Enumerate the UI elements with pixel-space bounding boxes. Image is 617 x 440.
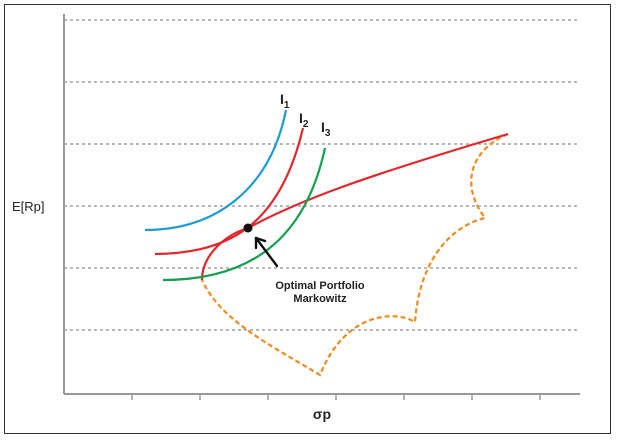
chart-frame — [4, 4, 611, 434]
optimal-portfolio-point — [243, 223, 253, 233]
curve-label-3: I3 — [321, 119, 331, 139]
curve-label-2-main: I — [299, 110, 303, 126]
annotation-line-1: Optimal Portfolio — [275, 280, 365, 292]
x-axis-label: σp — [313, 406, 331, 422]
curve-label-1-sub: 1 — [284, 100, 290, 111]
x-ticks — [131, 394, 541, 400]
gridlines — [64, 19, 580, 331]
curve-label-1: I1 — [280, 91, 290, 111]
efficient-frontier-line — [200, 132, 509, 281]
feasible-set-boundary — [200, 132, 509, 377]
y-axis-label: E[Rp] — [12, 199, 45, 214]
curve-label-2-sub: 2 — [303, 119, 309, 130]
curve-label-2: I2 — [299, 110, 309, 130]
indifference-curve-3 — [162, 147, 327, 282]
annotation-line-2: Markowitz — [293, 293, 347, 305]
curve-label-3-main: I — [321, 119, 325, 135]
indifference-curve-1 — [144, 109, 288, 232]
indifference-curve-2 — [154, 127, 305, 256]
curve-label-3-sub: 3 — [325, 128, 331, 139]
curve-label-1-main: I — [280, 91, 284, 107]
annotation-arrow — [254, 236, 279, 268]
